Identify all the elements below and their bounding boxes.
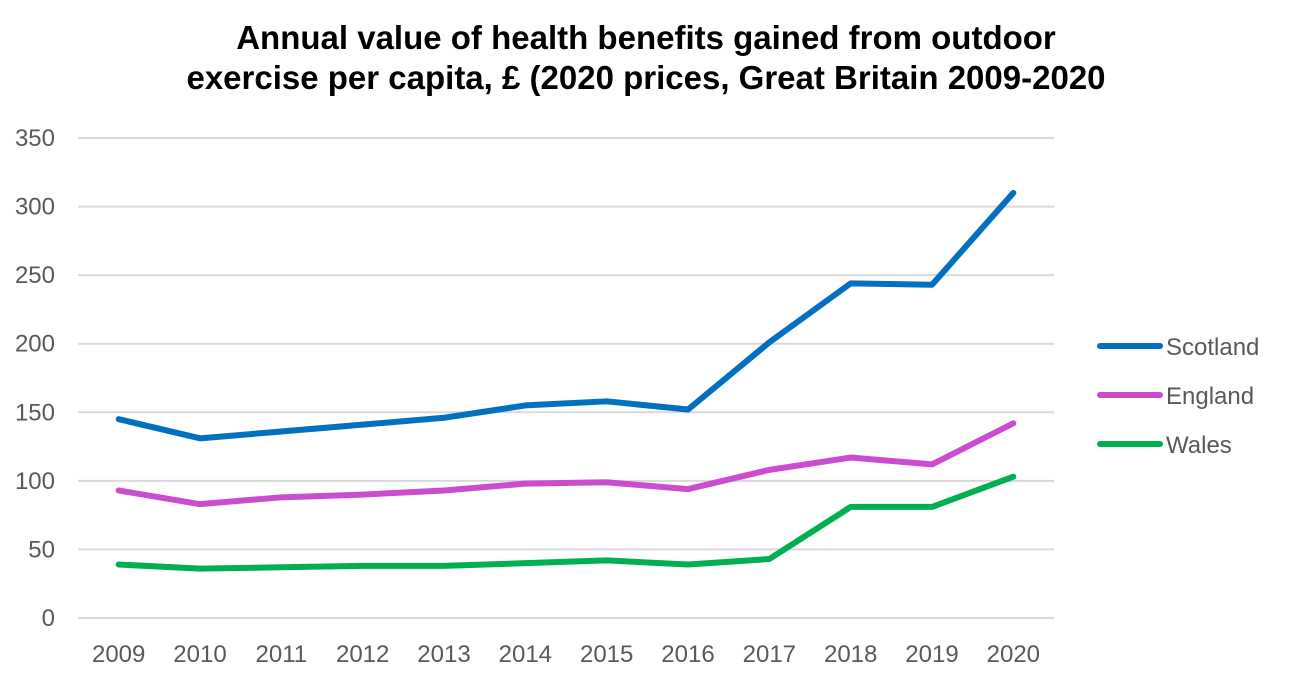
x-tick-label: 2018 [824, 641, 877, 668]
chart-title: Annual value of health benefits gained f… [0, 18, 1292, 98]
x-tick-label: 2011 [256, 641, 308, 668]
y-tick-label: 350 [15, 125, 55, 152]
x-tick-label: 2012 [336, 641, 389, 668]
series-line-england [115, 420, 1017, 508]
legend-label-wales: Wales [1166, 432, 1232, 459]
y-tick-label: 0 [42, 605, 55, 632]
y-tick-label: 300 [15, 194, 55, 221]
x-tick-label: 2014 [499, 641, 552, 668]
x-tick-label: 2009 [92, 641, 145, 668]
x-tick-label: 2017 [743, 641, 796, 668]
x-tick-label: 2010 [173, 641, 226, 668]
y-tick-label: 50 [28, 536, 55, 563]
series-line-wales [115, 473, 1017, 572]
y-tick-label: 150 [15, 399, 55, 426]
chart-title-line-2: exercise per capita, £ (2020 prices, Gre… [186, 59, 1106, 96]
legend-label-scotland: Scotland [1166, 334, 1259, 361]
y-tick-label: 100 [15, 468, 55, 495]
legend-label-england: England [1166, 383, 1254, 410]
chart-title-line-1: Annual value of health benefits gained f… [236, 19, 1056, 56]
x-tick-label: 2013 [417, 641, 470, 668]
x-tick-label: 2016 [661, 641, 714, 668]
x-tick-label: 2020 [987, 641, 1040, 668]
x-tick-label: 2015 [580, 641, 633, 668]
series-line-scotland [115, 189, 1017, 442]
y-tick-label: 200 [15, 331, 55, 358]
x-tick-label: 2019 [905, 641, 958, 668]
y-tick-label: 250 [15, 262, 55, 289]
